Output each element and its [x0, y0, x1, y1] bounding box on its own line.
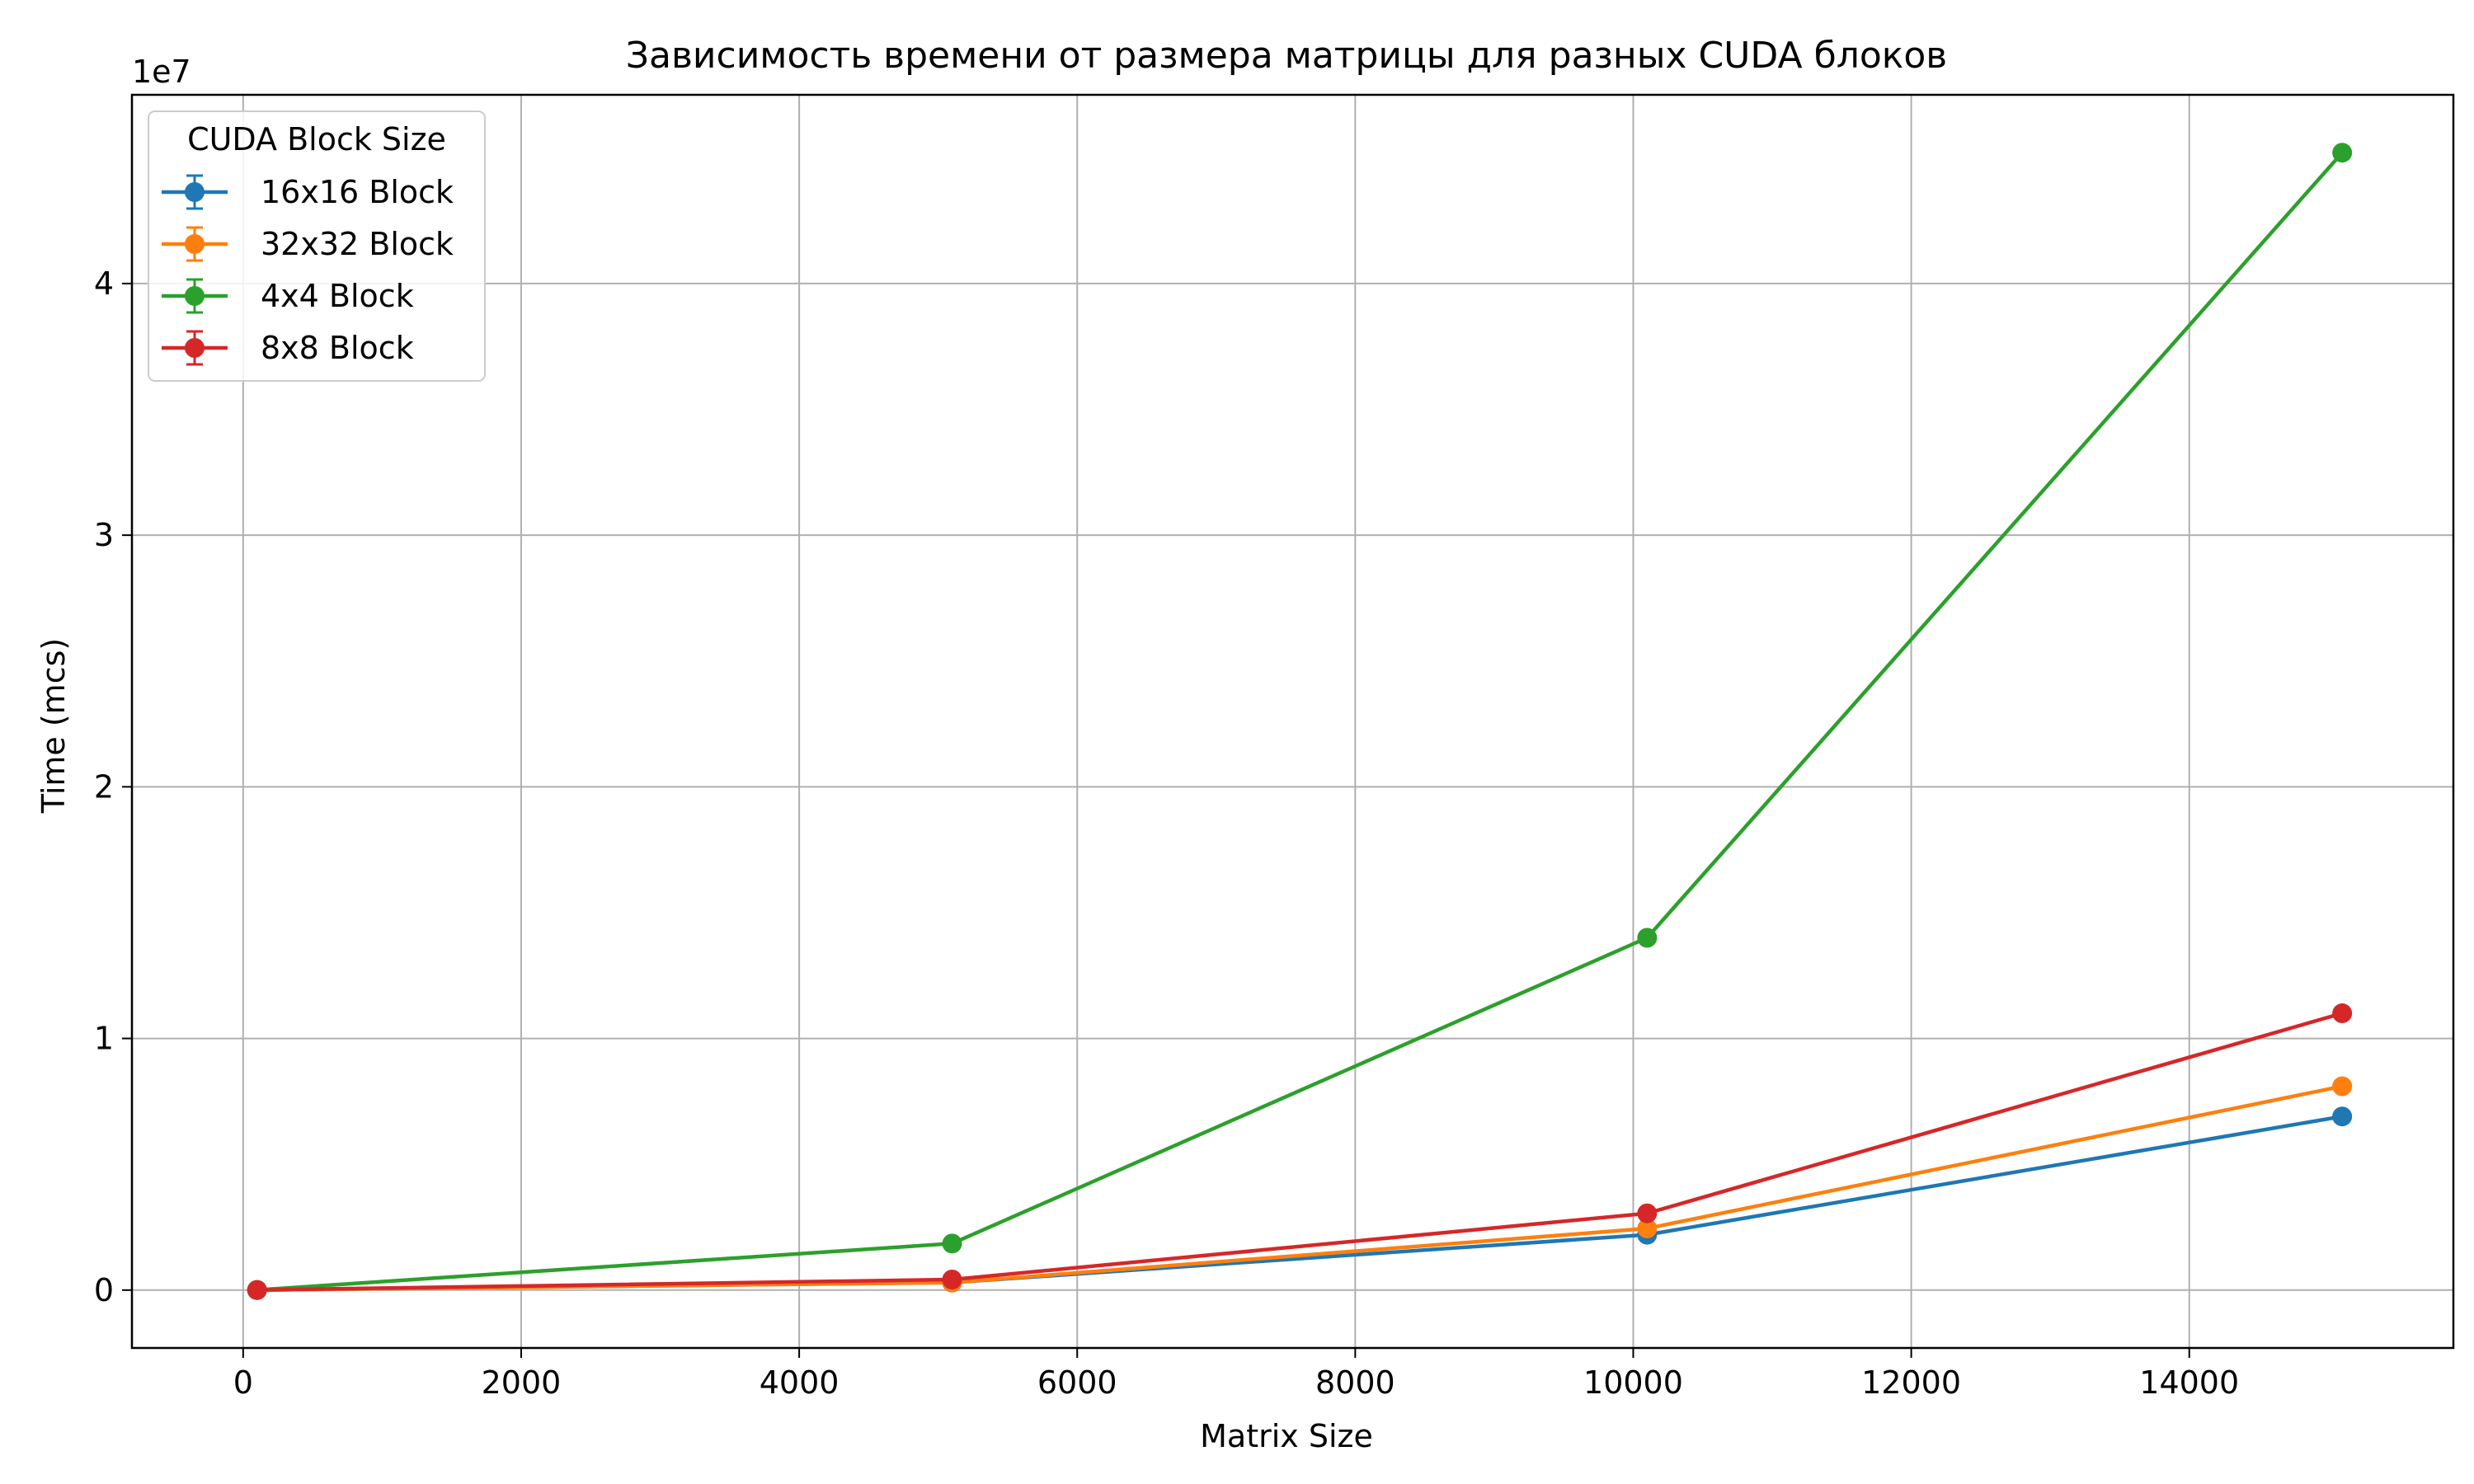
- legend-label: 32x32 Block: [261, 226, 454, 262]
- y-axis-label: Time (mcs): [35, 638, 72, 814]
- legend-marker: [185, 286, 205, 306]
- x-tick-label: 10000: [1583, 1364, 1683, 1401]
- plot-frame: [130, 93, 2455, 1350]
- x-tick-label: 4000: [760, 1364, 840, 1401]
- data-point: [247, 1280, 267, 1300]
- grid: [132, 95, 2453, 1348]
- legend-title: CUDA Block Size: [187, 121, 446, 157]
- y-axis-offset-label: 1e7: [132, 54, 191, 90]
- data-point: [942, 1233, 962, 1254]
- series-line: [256, 151, 2344, 1292]
- x-tick-label: 14000: [2139, 1364, 2239, 1401]
- legend-label: 4x4 Block: [261, 278, 414, 314]
- legend-entries: 16x16 Block 32x32 Block 4x4 Block 8x8 Block: [162, 174, 454, 366]
- legend-marker: [185, 338, 205, 358]
- y-tick-label: 2: [94, 768, 114, 805]
- data-point: [2332, 1106, 2353, 1127]
- data-point: [1637, 1203, 1658, 1223]
- legend-marker: [185, 182, 205, 202]
- series-layer: [247, 143, 2353, 1300]
- legend: CUDA Block Size 16x16 Block 32x32 Block 4x…: [148, 110, 486, 382]
- series-line: [256, 1011, 2343, 1292]
- x-tick-label: 12000: [1861, 1364, 1961, 1401]
- x-tick-label: 2000: [482, 1364, 562, 1401]
- data-point: [2332, 143, 2353, 163]
- legend-entry: 8x8 Block: [162, 330, 414, 366]
- legend-marker: [185, 234, 205, 254]
- data-point: [942, 1269, 962, 1289]
- y-tick-label: 1: [94, 1021, 114, 1057]
- series-8x8-block: [247, 1003, 2353, 1300]
- legend-entry: 4x4 Block: [162, 278, 414, 314]
- x-tick-label: 0: [233, 1364, 253, 1401]
- x-tick-label: 8000: [1315, 1364, 1395, 1401]
- chart-title: Зависимость времени от размера матрицы д…: [626, 35, 1947, 77]
- x-tick-label: 6000: [1037, 1364, 1117, 1401]
- y-tick-label: 3: [94, 517, 114, 553]
- y-tick-label: 0: [94, 1272, 114, 1308]
- y-tick-label: 4: [94, 265, 114, 302]
- legend-label: 16x16 Block: [261, 174, 454, 210]
- legend-entry: 16x16 Block: [162, 174, 454, 210]
- data-point: [2332, 1076, 2353, 1097]
- legend-label: 8x8 Block: [261, 330, 414, 366]
- data-point: [1637, 1219, 1658, 1239]
- x-axis-label: Matrix Size: [1200, 1418, 1373, 1454]
- data-point: [1637, 928, 1658, 948]
- axis-ticks: 0 2000 4000 6000 8000 10000 12000 14000 0 1 2 3 4: [94, 265, 2239, 1401]
- data-point: [2332, 1003, 2353, 1024]
- legend-entry: 32x32 Block: [162, 226, 454, 262]
- legend-box: [148, 110, 486, 382]
